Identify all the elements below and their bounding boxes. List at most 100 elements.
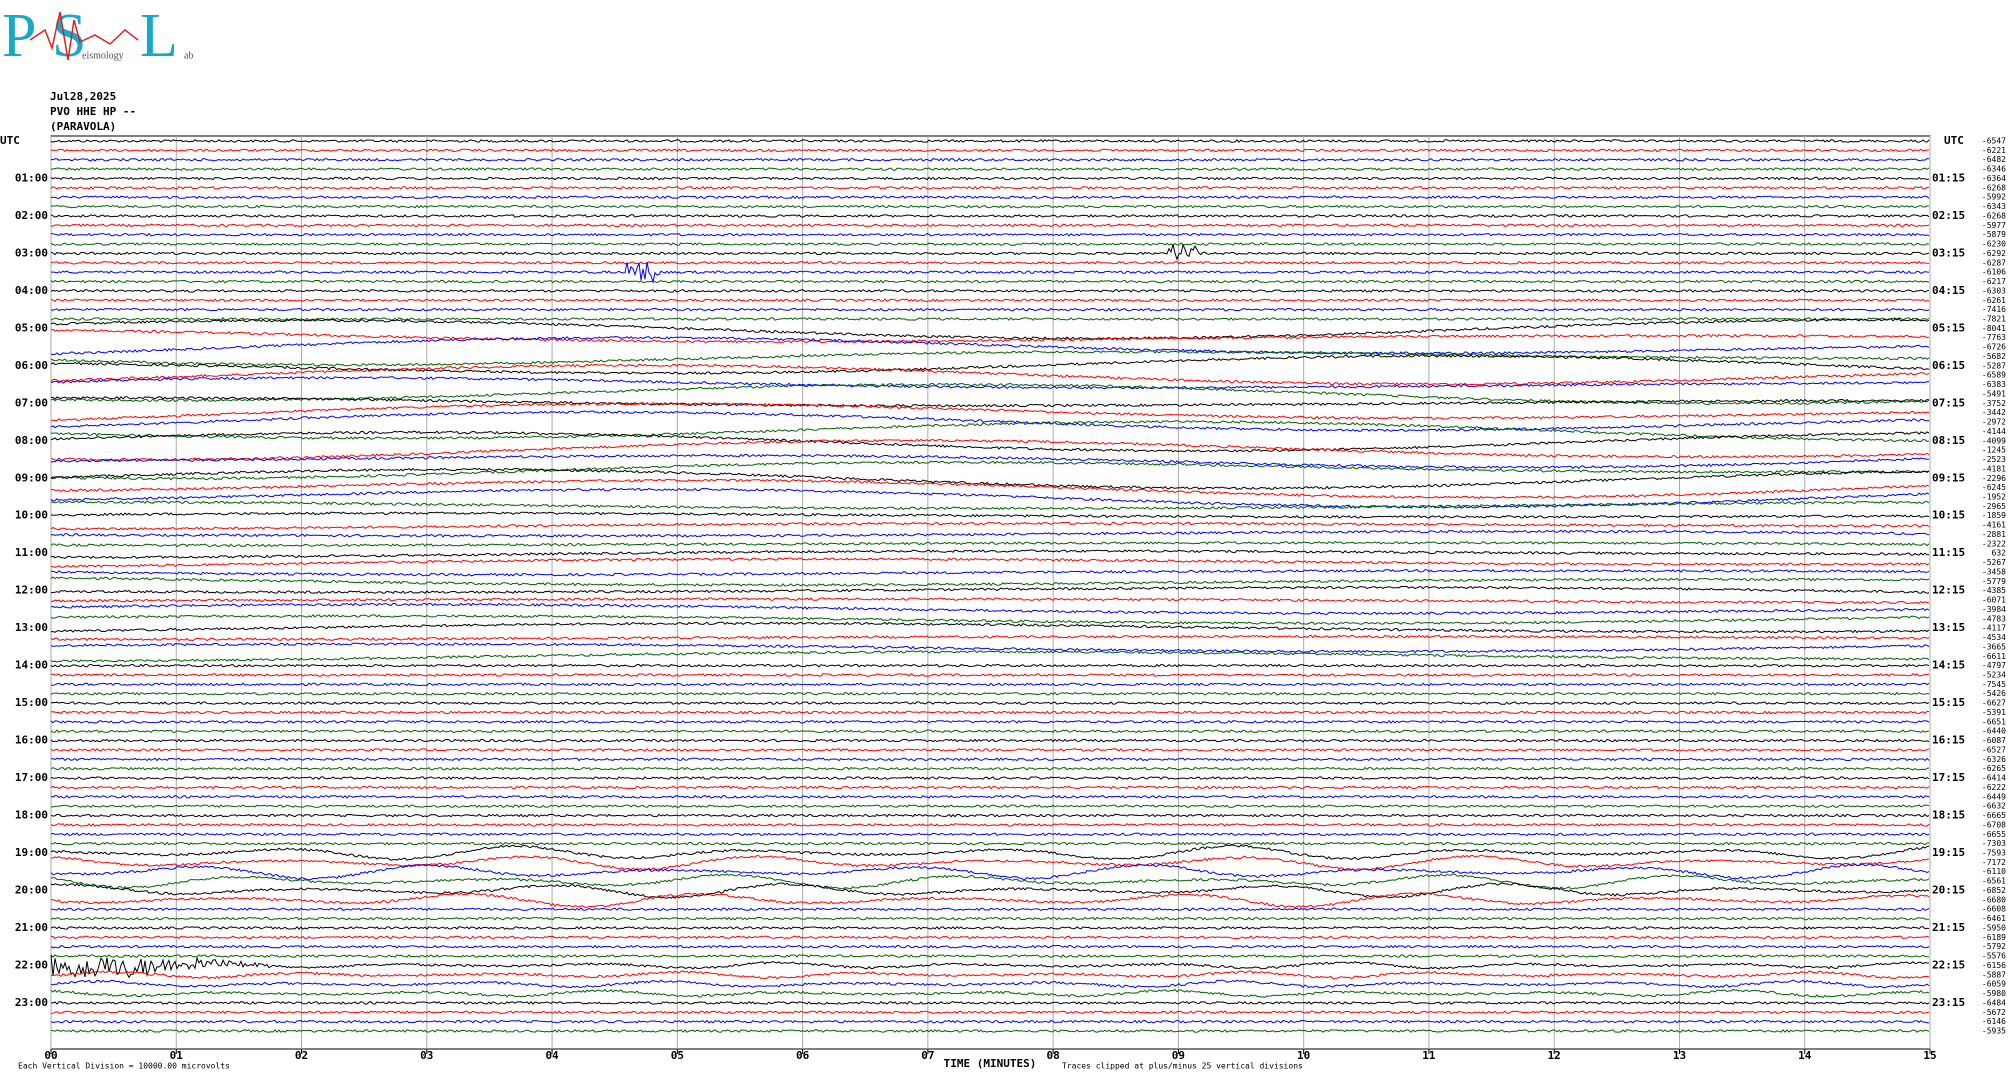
trace: [50, 382, 1930, 406]
trace: [50, 438, 1930, 462]
trace: [50, 988, 1930, 999]
trace-offset: -6071: [1982, 596, 2006, 605]
trace-offset: -3442: [1982, 408, 2006, 417]
trace-offset: -5234: [1982, 671, 2006, 680]
trace-offset: -7593: [1982, 849, 2006, 858]
left-hour-label: 05:00: [15, 321, 48, 334]
trace: [50, 467, 1930, 491]
trace: [50, 944, 1930, 949]
trace: [50, 576, 1930, 587]
trace-offset: -6268: [1982, 183, 2006, 192]
trace-offset: -5980: [1982, 989, 2006, 998]
trace: [50, 279, 1930, 284]
logo-letter: P: [2, 2, 36, 70]
trace-offset: -5879: [1982, 230, 2006, 239]
trace-offset: -6087: [1982, 736, 2006, 745]
header-channel: PVO HHE HP --: [50, 105, 136, 118]
trace-offset: -6303: [1982, 286, 2006, 295]
trace-offset: -6383: [1982, 380, 2006, 389]
trace-offset: -6059: [1982, 980, 2006, 989]
trace: [50, 453, 1929, 470]
trace: [50, 176, 1930, 181]
trace: [50, 298, 1929, 303]
header-location: (PARAVOLA): [50, 120, 116, 133]
left-hour-label: 07:00: [15, 396, 48, 409]
x-tick-label: 15: [1923, 1049, 1936, 1062]
trace-offset: -1245: [1982, 446, 2006, 455]
trace-offset: -6414: [1982, 774, 2006, 783]
labels: 00 01 02 03 04 05 06 07 08 09 10 11 12 13 14 15-6547-62…: [15, 137, 2006, 1063]
trace-offset: -6230: [1982, 240, 2006, 249]
right-axis-title: UTC: [1944, 134, 1964, 147]
trace: [50, 757, 1930, 762]
left-hour-label: 19:00: [15, 846, 48, 859]
right-hour-label: 05:15: [1932, 321, 1965, 334]
trace-offset: -6561: [1982, 877, 2006, 886]
right-hour-label: 21:15: [1932, 921, 1965, 934]
trace: [50, 701, 1930, 705]
trace: [50, 873, 1930, 890]
left-hour-label: 17:00: [15, 771, 48, 784]
logo-subtitle: ab: [184, 50, 193, 61]
trace-offset: -4385: [1982, 586, 2006, 595]
trace-offset: -7821: [1982, 315, 2006, 324]
left-hour-label: 21:00: [15, 921, 48, 934]
trace-offset: -5287: [1982, 361, 2006, 370]
trace-offset: -3752: [1982, 399, 2006, 408]
trace-offset: -5267: [1982, 558, 2006, 567]
trace: [50, 954, 1930, 958]
trace-offset: -5426: [1982, 689, 2006, 698]
trace: [50, 926, 1930, 930]
trace-offset: -4117: [1982, 624, 2006, 633]
trace-offset: -5792: [1982, 942, 2006, 951]
trace-offset: -6608: [1982, 905, 2006, 914]
trace-offset: -6110: [1982, 867, 2006, 876]
trace: [50, 621, 1930, 634]
left-hour-label: 01:00: [15, 171, 48, 184]
trace: [50, 223, 1930, 228]
trace: [50, 854, 1930, 871]
trace: [50, 232, 1930, 237]
trace: [50, 954, 1929, 979]
left-hour-label: 18:00: [15, 809, 48, 822]
trace-offset: -5977: [1982, 221, 2006, 230]
trace-offset: -5391: [1982, 708, 2006, 717]
trace-offset: -6265: [1982, 764, 2006, 773]
left-axis-title: UTC: [0, 134, 20, 147]
trace: [50, 585, 1930, 594]
trace-offset: -4534: [1982, 633, 2006, 642]
trace-offset: -3665: [1982, 642, 2006, 651]
trace-offset: -6268: [1982, 211, 2006, 220]
trace: [50, 148, 1930, 153]
trace-offset: -1859: [1982, 511, 2006, 520]
trace: [50, 195, 1930, 200]
right-hour-label: 09:15: [1932, 471, 1965, 484]
trace: [50, 214, 1930, 218]
trace-offset: -6632: [1982, 802, 2006, 811]
trace-offset: -7545: [1982, 680, 2006, 689]
trace-offset: -1952: [1982, 493, 2006, 502]
trace-offset: -7416: [1982, 305, 2006, 314]
logo-subtitle: eismology: [82, 50, 124, 61]
x-tick-label: 10: [1297, 1049, 1310, 1062]
trace-offset: -2322: [1982, 539, 2006, 548]
left-hour-label: 03:00: [15, 246, 48, 259]
x-tick-label: 03: [420, 1049, 433, 1062]
trace-offset: -6547: [1982, 137, 2006, 146]
right-hour-label: 07:15: [1932, 396, 1965, 409]
trace-offset: -6627: [1982, 699, 2006, 708]
trace: [50, 375, 1930, 390]
trace: [50, 529, 1930, 538]
trace-offset: -3984: [1982, 605, 2006, 614]
left-hour-label: 10:00: [15, 509, 48, 522]
trace: [50, 650, 1930, 663]
trace: [50, 478, 1930, 500]
trace-offset: -6484: [1982, 998, 2006, 1007]
x-tick-label: 00: [44, 1049, 57, 1062]
right-hour-label: 02:15: [1932, 209, 1965, 222]
trace-offset: -5887: [1982, 970, 2006, 979]
trace: [50, 328, 1930, 344]
x-tick-label: 14: [1798, 1049, 1812, 1062]
trace-offset: -4181: [1982, 464, 2006, 473]
x-tick-label: 12: [1548, 1049, 1561, 1062]
